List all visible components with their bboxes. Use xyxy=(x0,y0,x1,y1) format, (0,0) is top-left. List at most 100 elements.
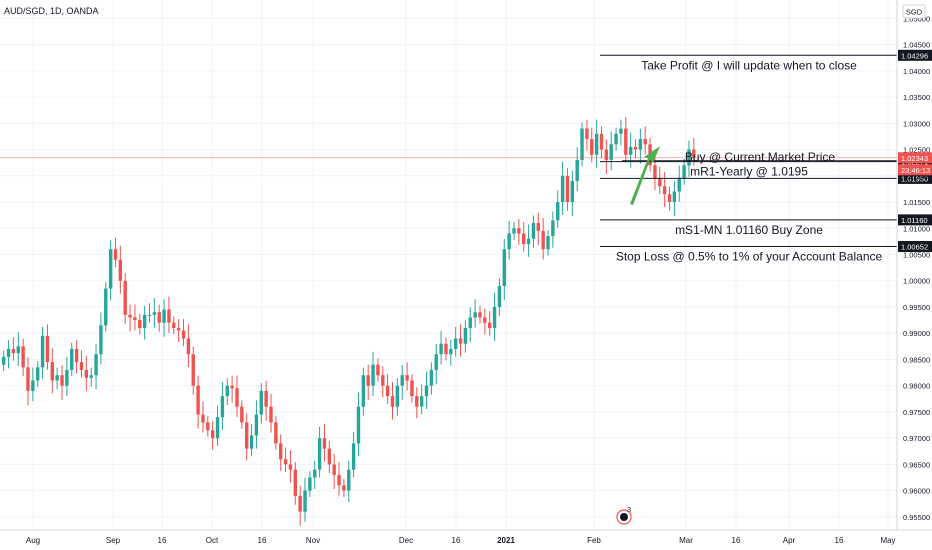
candle xyxy=(176,319,181,343)
candle-body xyxy=(40,335,45,368)
candle-body xyxy=(201,414,205,423)
candle xyxy=(298,485,302,526)
candle-body xyxy=(434,354,438,370)
candle-body xyxy=(458,338,463,344)
candle xyxy=(147,303,152,323)
events-badge[interactable]: 3 xyxy=(616,505,632,525)
candle xyxy=(21,338,25,377)
candle xyxy=(376,358,380,382)
candle-body xyxy=(70,348,74,370)
candle xyxy=(245,413,249,461)
candle-body xyxy=(424,385,429,397)
y-tick-label: 1.00500 xyxy=(903,251,930,260)
candle-body xyxy=(327,448,332,465)
candle-body xyxy=(162,309,166,323)
candle xyxy=(619,119,623,146)
candle-body xyxy=(60,375,64,386)
candle-body xyxy=(274,422,278,444)
candle xyxy=(609,131,613,171)
candle xyxy=(308,471,312,497)
y-tick-label: 0.96000 xyxy=(903,487,930,496)
candle xyxy=(395,378,400,416)
candle-body xyxy=(2,356,6,365)
candle-body xyxy=(643,139,647,145)
candle xyxy=(585,119,589,151)
level-lines: 1.04296 Take Profit @ I will update when … xyxy=(600,49,932,264)
level-price-box xyxy=(898,49,932,61)
candle-body xyxy=(104,288,108,326)
candle-body xyxy=(658,178,662,187)
candle xyxy=(624,117,628,163)
candle-body xyxy=(473,312,477,318)
candle xyxy=(381,366,385,398)
price-axis[interactable]: 1.05000 1.04500 1.04000 1.03500 1.03000 1.025… xyxy=(896,0,930,530)
candle-body xyxy=(293,469,297,496)
candle xyxy=(444,337,448,361)
candle xyxy=(225,378,229,406)
candle xyxy=(201,401,205,433)
level-line: 1.00652 Stop Loss @ 0.5% to 1% of your Ac… xyxy=(600,241,932,264)
x-tick-label: Apr xyxy=(783,536,796,545)
candle-body xyxy=(118,259,123,281)
candle-body xyxy=(55,375,59,381)
candle xyxy=(230,375,234,403)
y-tick-label: 1.03500 xyxy=(903,93,930,102)
candle-body xyxy=(682,165,686,179)
candle-body xyxy=(526,238,531,245)
candle-body xyxy=(279,443,283,460)
candle xyxy=(546,229,550,256)
candle xyxy=(254,400,259,449)
candle xyxy=(570,170,575,217)
y-tick-label: 0.96500 xyxy=(903,460,930,469)
candle xyxy=(672,181,677,217)
candle xyxy=(371,351,375,396)
candle xyxy=(55,367,59,390)
candle xyxy=(249,424,254,457)
x-tick-label: 16 xyxy=(835,536,844,545)
candle-body xyxy=(672,191,677,203)
candle xyxy=(283,447,288,473)
x-tick-label: Dec xyxy=(399,536,413,545)
candle xyxy=(497,278,502,316)
candle-body xyxy=(322,438,327,449)
candle xyxy=(560,161,565,215)
y-tick-label: 0.98500 xyxy=(903,355,930,364)
candle-body xyxy=(531,223,536,239)
candle-body xyxy=(108,249,113,289)
candle-body xyxy=(405,375,409,381)
candle xyxy=(575,147,579,192)
time-axis[interactable]: Aug Sep 16 Oct 16 Nov Dec 16 2021 Feb Mar 16 Apr 16 Ma… xyxy=(0,529,932,545)
candle xyxy=(590,127,594,163)
candle xyxy=(172,316,176,335)
candle-body xyxy=(11,348,16,354)
candle xyxy=(240,400,244,429)
candle xyxy=(6,340,11,369)
candle-body xyxy=(303,490,307,512)
candle xyxy=(157,304,161,332)
y-tick-label: 0.98000 xyxy=(903,382,930,391)
candle xyxy=(2,350,6,371)
candle xyxy=(531,215,536,248)
candle-body xyxy=(167,309,171,323)
candle xyxy=(565,168,570,211)
candle-body xyxy=(390,396,395,407)
candle-body xyxy=(215,417,220,439)
candle-body xyxy=(6,348,11,357)
candle-body xyxy=(410,380,414,397)
candle-body xyxy=(210,430,215,439)
x-tick-label: Sep xyxy=(106,536,121,545)
candle xyxy=(424,371,429,410)
candle xyxy=(327,441,332,474)
candle xyxy=(638,128,643,164)
candle-body xyxy=(536,223,540,231)
candle-body xyxy=(492,306,497,328)
candle-body xyxy=(176,327,181,331)
currency-label[interactable]: SGD xyxy=(902,4,926,19)
candle-body xyxy=(16,346,20,354)
current-price-tag: 1.02343 23:46:13 xyxy=(898,152,932,176)
y-tick-label: 1.03000 xyxy=(903,119,930,128)
candle-body xyxy=(74,348,79,363)
candle-body xyxy=(692,149,696,158)
candle-body xyxy=(599,133,604,150)
